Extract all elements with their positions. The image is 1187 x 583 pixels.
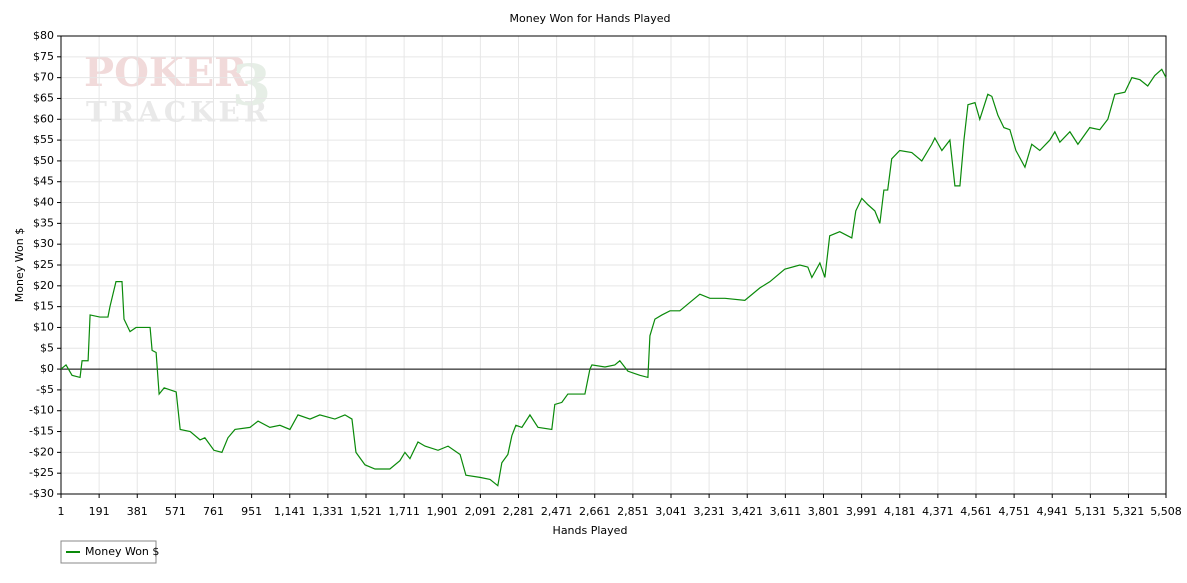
- x-tick-label: 2,851: [617, 505, 649, 518]
- y-axis-label: Money Won $: [13, 228, 26, 302]
- x-tick-label: 5,131: [1075, 505, 1107, 518]
- x-tick-label: 1,901: [426, 505, 458, 518]
- y-tick-label: $40: [33, 196, 54, 209]
- x-tick-label: 2,661: [579, 505, 611, 518]
- x-tick-label: 571: [165, 505, 186, 518]
- y-tick-label: -$10: [29, 404, 54, 417]
- x-tick-label: 3,801: [808, 505, 840, 518]
- legend: [60, 540, 157, 564]
- x-tick-label: 1,711: [388, 505, 420, 518]
- y-tick-label: -$25: [29, 466, 54, 479]
- legend-box: [60, 540, 157, 564]
- watermark: TRACKER: [86, 96, 271, 129]
- y-tick-label: $45: [33, 175, 54, 188]
- x-tick-label: 381: [127, 505, 148, 518]
- x-tick-label: 3,611: [770, 505, 802, 518]
- y-tick-label: -$30: [29, 487, 54, 500]
- x-tick-label: 951: [241, 505, 262, 518]
- y-tick-label: $30: [33, 237, 54, 250]
- y-tick-label: $35: [33, 216, 54, 229]
- x-tick-label: 2,091: [465, 505, 497, 518]
- plot-frame: [60, 35, 1167, 495]
- x-tick-label: 4,371: [922, 505, 954, 518]
- legend-label: Money Won $: [85, 545, 159, 558]
- x-tick-label: 4,561: [960, 505, 992, 518]
- y-tick-label: $25: [33, 258, 54, 271]
- y-tick-label: $70: [33, 71, 54, 84]
- x-tick-label: 4,181: [884, 505, 916, 518]
- x-tick-label: 1,521: [350, 505, 382, 518]
- chart-title: Money Won for Hands Played: [510, 12, 671, 25]
- y-tick-label: $55: [33, 133, 54, 146]
- data-line: [60, 68, 1167, 487]
- y-tick-label: -$15: [29, 425, 54, 438]
- x-tick-label: 1,141: [274, 505, 306, 518]
- y-tick-label: $80: [33, 29, 54, 42]
- x-tick-label: 2,471: [541, 505, 573, 518]
- x-tick-label: 761: [203, 505, 224, 518]
- y-tick-label: $65: [33, 91, 54, 104]
- y-tick-label: $0: [40, 362, 54, 375]
- x-tick-label: 4,751: [998, 505, 1030, 518]
- x-tick-label: 5,508: [1150, 505, 1182, 518]
- y-tick-label: $10: [33, 320, 54, 333]
- y-tick-label: -$5: [36, 383, 54, 396]
- y-tick-label: $20: [33, 279, 54, 292]
- x-tick-label: 2,281: [503, 505, 535, 518]
- x-tick-label: 5,321: [1113, 505, 1145, 518]
- x-tick-label: 4,941: [1036, 505, 1068, 518]
- x-tick-label: 191: [89, 505, 110, 518]
- x-tick-label: 1: [58, 505, 65, 518]
- y-tick-label: $15: [33, 300, 54, 313]
- y-tick-label: $50: [33, 154, 54, 167]
- x-tick-label: 3,041: [655, 505, 687, 518]
- y-tick-label: $60: [33, 112, 54, 125]
- x-tick-label: 3,231: [693, 505, 725, 518]
- y-tick-label: $5: [40, 341, 54, 354]
- watermark: POKER: [84, 49, 248, 96]
- y-tick-label: $75: [33, 50, 54, 63]
- x-tick-label: 1,331: [312, 505, 344, 518]
- x-tick-label: 3,421: [731, 505, 763, 518]
- y-tick-label: -$20: [29, 445, 54, 458]
- x-tick-label: 3,991: [846, 505, 878, 518]
- x-axis-label: Hands Played: [553, 524, 628, 537]
